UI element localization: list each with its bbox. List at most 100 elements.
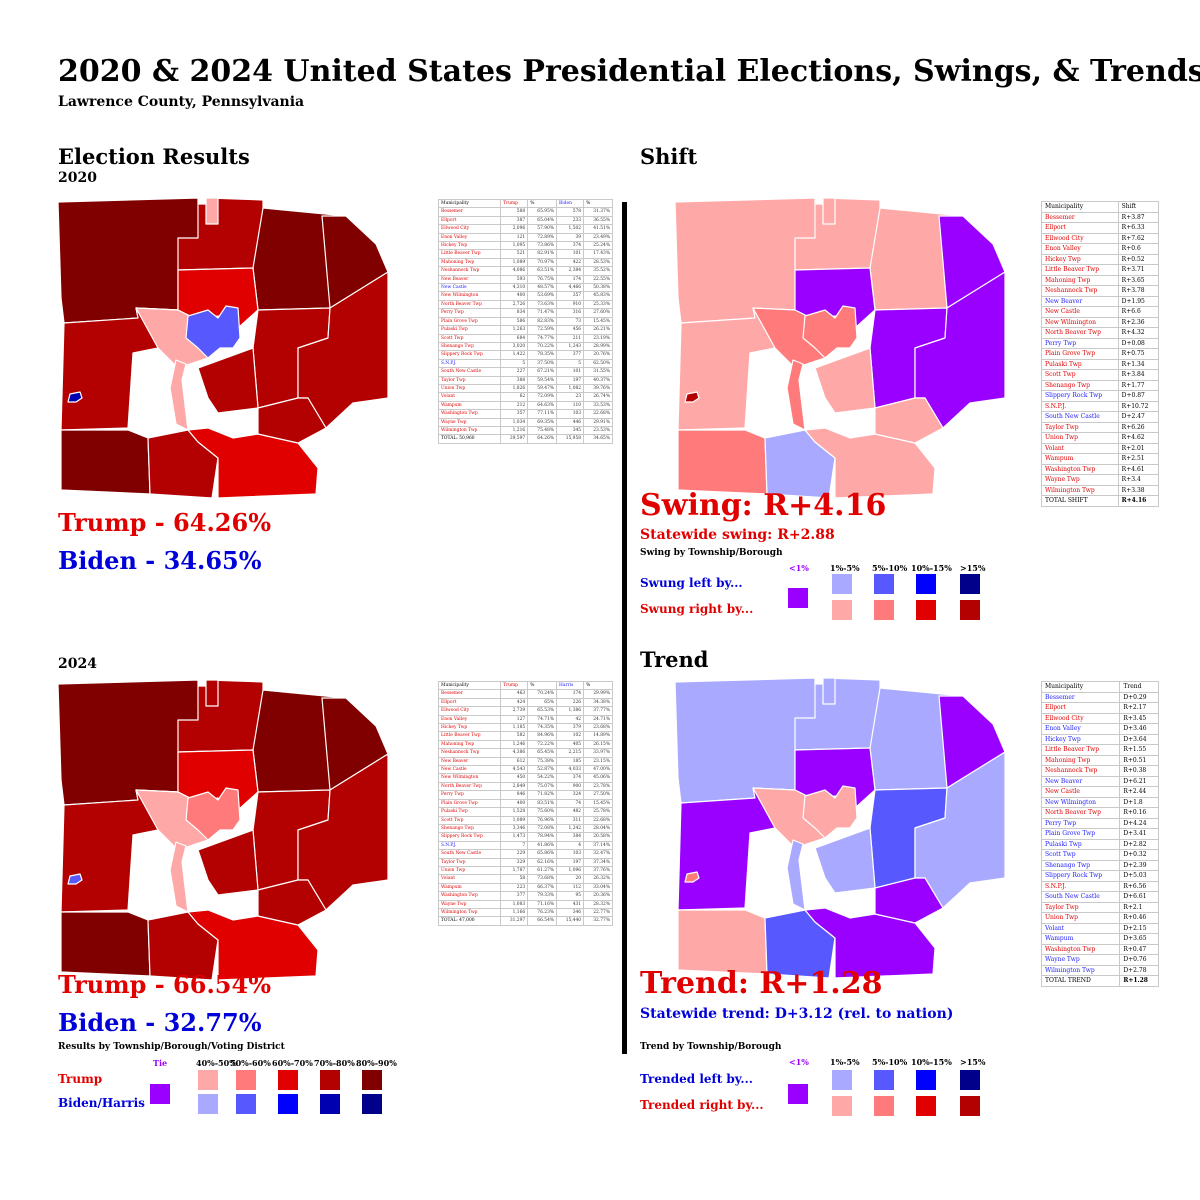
table-row: Wilmington Twp D+2.78: [1040, 964, 1159, 976]
table-cell: 185: [556, 756, 585, 767]
table-header-row: Municipality Trump% Biden%: [437, 198, 613, 209]
table-cell: 612: [500, 756, 529, 767]
table-cell: 1,243: [556, 341, 585, 352]
table-cell: Scott Twp: [1041, 369, 1119, 381]
table-cell: 422: [556, 257, 585, 268]
table-cell: Plain Grove Twp: [437, 798, 502, 809]
new-castle-city-region: [185, 787, 241, 841]
table-row: North Beaver Twp R+0.16: [1040, 807, 1159, 819]
table-cell: Mahoning Twp: [1041, 274, 1119, 286]
table-row: Wayne Twp D+0.76: [1040, 954, 1159, 966]
table-cell: R+6.26: [1117, 421, 1160, 433]
table-cell: Taylor Twp: [1041, 421, 1119, 433]
table-cell: 25.33%: [583, 299, 613, 310]
table-row: Wampum R+2.51: [1041, 453, 1160, 465]
table-cell: South New Castle: [437, 849, 502, 859]
table-cell: Enon Valley: [437, 232, 502, 243]
table-row: New Beaver D+1.95: [1041, 295, 1160, 307]
table-cell: 72.09%: [527, 392, 558, 402]
table-cell: 1,096: [556, 865, 585, 876]
table-cell: 388: [500, 375, 529, 385]
table-cell: Hickey Twp: [1041, 253, 1119, 265]
table-cell: TOTAL TREND: [1040, 975, 1121, 987]
table-cell: 5: [500, 358, 529, 369]
table-cell: 431: [556, 899, 585, 909]
trend-legend: Trend by Township/Borough <1% 1%-5% 5%-1…: [640, 1042, 1000, 1122]
table-cell: Perry Twp: [1041, 337, 1119, 349]
table-cell: 2,849: [500, 781, 529, 792]
table-cell: 4,033: [556, 765, 585, 775]
table-row: Wampum 212 64.63% 110 33.53%: [437, 400, 613, 411]
table-cell: Union Twp: [1040, 912, 1121, 924]
table-row: Wampum D+3.65: [1040, 933, 1159, 945]
table-cell: 684: [500, 333, 529, 343]
table-cell: 73.63%: [527, 299, 558, 310]
table-cell: D+2.82: [1119, 838, 1159, 850]
table-cell: 75.38%: [527, 756, 558, 767]
table-row: Plain Grove Twp 586 82.83% 73 15.45%: [437, 316, 613, 327]
table-cell: R+4.62: [1117, 432, 1160, 444]
table-cell: 846: [500, 790, 529, 800]
ne-twp-region: [321, 215, 389, 309]
table-cell: 45.83%: [583, 291, 613, 301]
table-cell: S.N.P.J.: [1040, 880, 1121, 892]
table-row: Perry Twp D+0.08: [1041, 337, 1160, 349]
table-cell: Volant: [1040, 922, 1121, 934]
table-cell: 4,386: [500, 748, 529, 758]
trend-heading: Trend: [640, 647, 709, 672]
table-cell: 82.83%: [527, 316, 558, 327]
table-cell: Bessemer: [437, 207, 502, 217]
table-row: Neshannock Twp R+0.38: [1040, 765, 1159, 777]
legend-swatch: [198, 1070, 218, 1090]
table-row: North Beaver Twp 2,849 75.07% 900 23.78%: [437, 781, 613, 792]
table-cell: Wampum: [437, 400, 502, 411]
table-cell: North Beaver Twp: [437, 781, 502, 792]
table-cell: 47.00%: [583, 765, 613, 775]
table-cell: R+1.77: [1117, 379, 1160, 391]
table-row: Wilmington Twp 1,166 76.23% 346 22.77%: [437, 907, 613, 918]
table-row: Pulaski Twp D+2.82: [1040, 838, 1159, 850]
legend-swatch: [320, 1070, 340, 1090]
table-cell: 26.15%: [583, 739, 613, 750]
table-row: Plain Grove Twp D+3.41: [1040, 828, 1159, 840]
table-cell: R+3.84: [1117, 369, 1160, 381]
legend-swatch: [916, 1070, 936, 1090]
table-cell: Taylor Twp: [437, 857, 502, 867]
table-cell: Plain Grove Twp: [1040, 828, 1121, 840]
north-center-box: [822, 678, 836, 705]
table-cell: 15.45%: [583, 316, 613, 327]
table-cell: Volant: [1041, 442, 1119, 454]
table-row: North Beaver Twp 2,726 73.63% 910 25.33%: [437, 299, 613, 310]
table-cell: R+0.51: [1119, 754, 1159, 766]
table-cell: TOTAL SHIFT: [1041, 495, 1119, 507]
table-cell: 40.37%: [583, 375, 613, 385]
table-cell: 387: [500, 215, 529, 226]
table-cell: New Wilmington: [437, 291, 502, 301]
table-cell: R+3.4: [1117, 474, 1160, 486]
table-cell: 28.32%: [583, 899, 613, 909]
table-cell: 37.50%: [527, 358, 558, 369]
table-cell: 71.47%: [527, 308, 558, 318]
table-cell: Neshannock Twp: [1041, 285, 1119, 297]
legend-bin-label: 70%-80%: [314, 1058, 355, 1068]
table-cell: TOTAL: 47,000: [437, 916, 502, 926]
table-row: Hickey Twp R+0.52: [1041, 253, 1160, 265]
table-row: Union Twp R+4.62: [1041, 432, 1160, 444]
results-heading: Election Results: [58, 144, 250, 169]
table-row: S.N.P.J. R+10.72: [1041, 400, 1160, 412]
table-cell: 110: [556, 400, 585, 411]
table-cell: Wampum: [1041, 453, 1119, 465]
legend-bin-label: 5%-10%: [872, 1057, 908, 1067]
table-cell: R+6.6: [1117, 306, 1160, 318]
sw-twp-region: [60, 429, 151, 495]
table-row: Scott Twp 1,089 76.96% 311 22.68%: [437, 815, 613, 825]
table-cell: 4,466: [556, 283, 585, 293]
table-cell: R+1.28: [1119, 975, 1159, 987]
table-cell: 22.68%: [583, 815, 613, 825]
table-cell: 400: [500, 291, 529, 301]
table-cell: R+3.65: [1117, 274, 1160, 286]
table-header-row: Municipality Trump% Harris%: [437, 680, 613, 691]
table-cell: 61.27%: [527, 865, 558, 876]
table-cell: 229: [500, 849, 529, 859]
table-cell: Mahoning Twp: [1040, 754, 1121, 766]
